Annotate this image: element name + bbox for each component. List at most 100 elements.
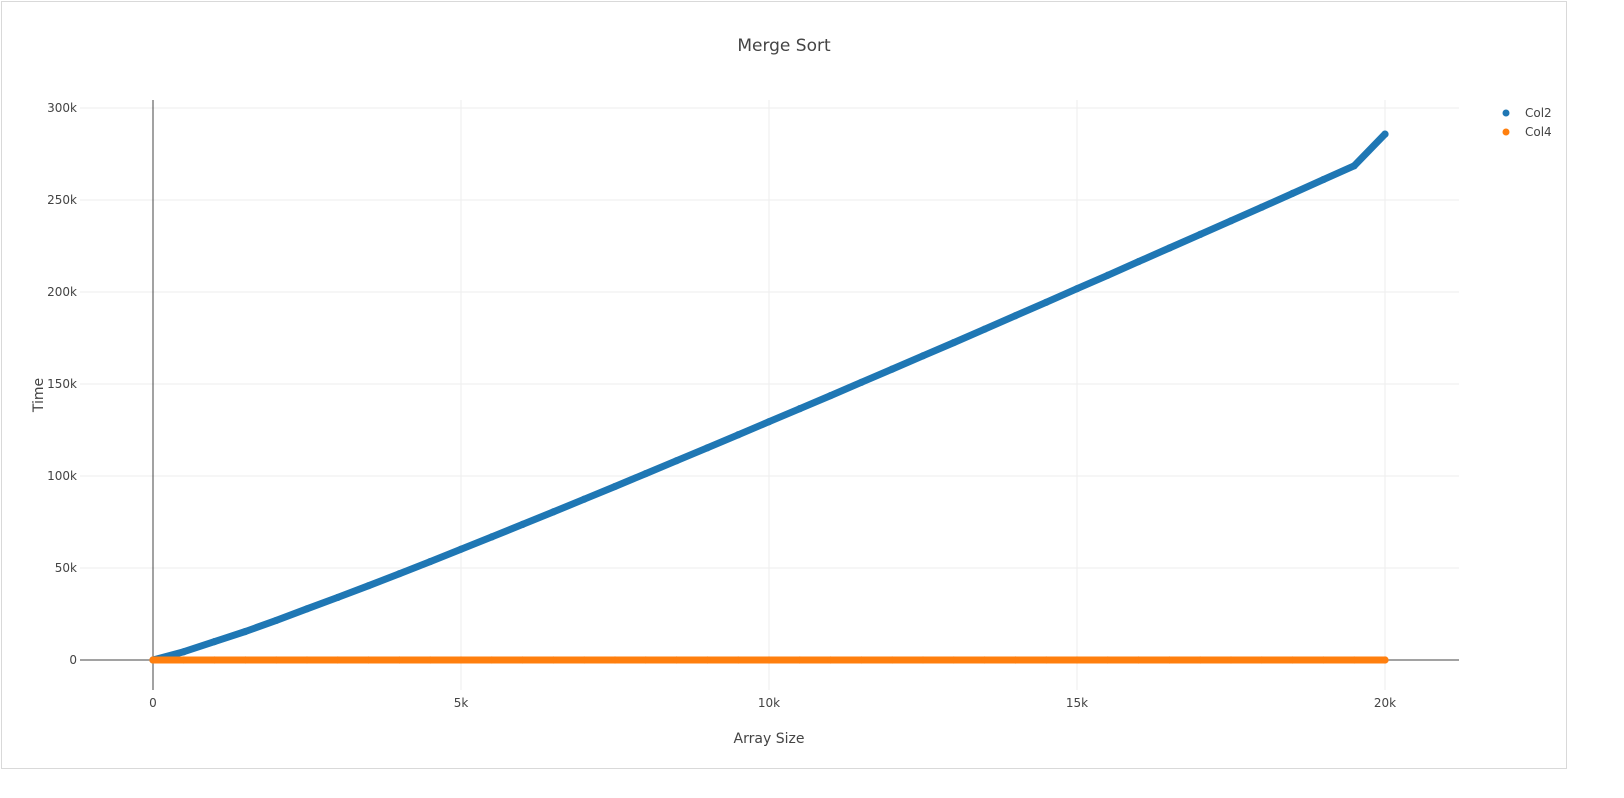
data-point <box>1319 175 1327 184</box>
data-point <box>734 431 742 439</box>
data-point <box>981 325 989 333</box>
data-point <box>1289 189 1297 197</box>
data-point <box>734 656 742 664</box>
chart-title: Merge Sort <box>737 36 831 56</box>
data-point <box>1319 656 1327 664</box>
series-col4 <box>149 656 1389 664</box>
data-point <box>703 656 712 664</box>
data-point <box>1165 656 1173 664</box>
data-point <box>827 656 835 664</box>
data-point <box>457 656 465 664</box>
data-point <box>1042 656 1050 664</box>
series-layer <box>149 130 1389 664</box>
legend-item-col2[interactable]: Col2 <box>1502 106 1552 120</box>
x-axis-title: Array Size <box>734 731 805 747</box>
data-point <box>1135 656 1143 664</box>
data-point <box>580 656 588 664</box>
data-point <box>1165 244 1173 252</box>
y-axis-title: Time <box>31 378 47 413</box>
data-point <box>1381 656 1389 664</box>
data-point <box>1196 656 1204 664</box>
data-point <box>180 656 188 664</box>
data-point <box>673 656 681 664</box>
data-point <box>1196 230 1204 239</box>
data-point <box>1104 271 1112 279</box>
data-point <box>457 545 465 553</box>
data-point <box>303 605 311 613</box>
data-point <box>611 482 619 491</box>
data-point <box>365 656 373 664</box>
data-point <box>1011 312 1020 320</box>
y-tick-label: 50k <box>55 561 77 575</box>
data-point <box>549 656 558 664</box>
data-point <box>334 656 342 664</box>
data-point <box>395 570 403 578</box>
data-point <box>827 391 835 400</box>
data-point <box>241 627 249 636</box>
data-point <box>919 656 927 664</box>
legend-label: Col4 <box>1525 125 1552 139</box>
data-point <box>888 365 896 373</box>
data-point <box>1381 130 1389 138</box>
data-point <box>488 533 496 541</box>
data-point <box>1135 258 1143 266</box>
x-tick-label: 20k <box>1374 696 1396 710</box>
data-point <box>1350 162 1358 170</box>
data-point <box>1073 285 1081 293</box>
data-point <box>211 656 219 664</box>
legend[interactable]: Col2 Col4 <box>1502 106 1552 139</box>
data-point <box>241 656 249 664</box>
y-tick-label: 150k <box>47 377 77 391</box>
data-point <box>365 582 373 590</box>
series-col2 <box>149 130 1389 664</box>
data-point <box>1258 656 1266 664</box>
data-point <box>1227 656 1235 664</box>
data-point <box>426 656 434 664</box>
grid <box>80 100 1459 690</box>
data-point <box>211 638 219 646</box>
y-tick-label: 0 <box>69 653 77 667</box>
data-point <box>395 656 403 664</box>
data-point <box>1350 656 1358 664</box>
data-point <box>1227 217 1235 225</box>
x-tick-label: 0 <box>149 696 157 710</box>
data-point <box>950 656 958 664</box>
data-point <box>673 457 681 465</box>
data-point <box>857 378 866 386</box>
data-point <box>1073 656 1081 664</box>
data-point <box>796 656 804 664</box>
data-point <box>1258 203 1266 211</box>
data-point <box>1104 656 1112 664</box>
y-tick-label: 100k <box>47 469 77 483</box>
data-point <box>180 648 188 656</box>
y-tick-label: 300k <box>47 101 77 115</box>
data-point <box>580 495 588 503</box>
data-point <box>149 656 157 664</box>
data-point <box>1042 298 1050 306</box>
data-point <box>334 593 342 602</box>
chart-frame <box>1 1 1567 769</box>
data-point <box>488 656 496 664</box>
data-point <box>549 508 558 516</box>
legend-marker <box>1502 109 1510 117</box>
data-point <box>1289 656 1297 664</box>
y-tick-label: 200k <box>47 285 77 299</box>
y-tick-label: 250k <box>47 193 77 207</box>
data-point <box>796 405 804 413</box>
legend-marker <box>1502 128 1510 136</box>
data-point <box>642 470 650 478</box>
legend-item-col4[interactable]: Col4 <box>1502 125 1552 139</box>
data-point <box>272 656 280 664</box>
data-point <box>765 656 773 664</box>
data-point <box>703 444 712 452</box>
data-point <box>1011 656 1020 664</box>
data-point <box>981 656 989 664</box>
data-point <box>519 520 527 528</box>
x-tick-label: 5k <box>454 696 469 710</box>
legend-label: Col2 <box>1525 106 1552 120</box>
x-tick-label: 10k <box>758 696 780 710</box>
data-point <box>426 557 434 566</box>
data-point <box>642 656 650 664</box>
data-point <box>272 616 280 625</box>
